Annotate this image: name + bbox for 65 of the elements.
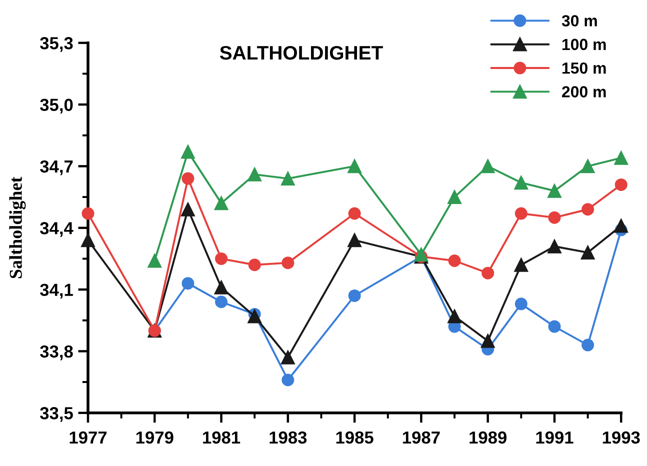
legend-label: 100 m <box>562 38 606 50</box>
x-tick-label: 1985 <box>336 431 374 444</box>
point <box>280 172 295 186</box>
point <box>582 338 594 352</box>
point <box>248 309 262 324</box>
point <box>514 298 528 310</box>
point <box>448 254 461 268</box>
point <box>82 207 94 220</box>
point <box>582 203 594 216</box>
chart-title: SALTHOLDIGHET <box>220 46 383 60</box>
point <box>514 207 528 220</box>
y-tick-label: 34,7 <box>40 160 73 176</box>
y-axis-title: Saltholdighet <box>9 176 26 278</box>
x-tick-label: 1981 <box>203 431 240 444</box>
x-tick-label: 1993 <box>602 431 640 444</box>
point <box>214 280 228 294</box>
x-tick-label: 1977 <box>70 431 107 444</box>
point <box>181 144 195 159</box>
point <box>215 296 228 308</box>
point <box>280 350 295 364</box>
y-tick-label: 34,1 <box>40 284 73 299</box>
point <box>580 246 595 260</box>
point <box>181 202 195 216</box>
point <box>548 239 562 254</box>
point <box>614 178 628 191</box>
point <box>480 159 495 174</box>
point <box>348 233 362 248</box>
point <box>81 233 95 248</box>
point <box>548 211 561 224</box>
y-tick-label: 34,4 <box>40 222 74 237</box>
x-tick-label: 1989 <box>470 431 507 444</box>
point <box>448 309 462 324</box>
point <box>614 218 628 233</box>
x-tick-label: 1987 <box>402 431 440 444</box>
point <box>614 151 628 165</box>
point <box>348 159 362 174</box>
point <box>548 184 562 198</box>
point <box>580 159 595 174</box>
point <box>514 176 528 190</box>
legend-label: 200 m <box>562 86 606 98</box>
point <box>148 254 162 268</box>
legend-label: 150 m <box>562 62 606 74</box>
point <box>248 258 261 272</box>
x-tick-label: 1991 <box>536 431 574 444</box>
point <box>448 190 462 204</box>
y-tick-label: 35,3 <box>40 37 73 52</box>
point <box>480 334 495 348</box>
point <box>282 374 294 386</box>
point <box>248 167 262 182</box>
y-tick-label: 33,8 <box>40 345 73 360</box>
x-tick-label: 1983 <box>270 431 307 444</box>
point <box>215 252 228 265</box>
point <box>214 196 228 210</box>
y-tick-label: 33,5 <box>40 407 73 422</box>
point <box>548 320 561 333</box>
point <box>282 256 294 270</box>
x-tick-label: 1979 <box>136 431 174 444</box>
legend-label: 30 m <box>562 15 597 26</box>
point <box>348 289 361 302</box>
point <box>182 277 194 290</box>
point <box>482 266 494 280</box>
point <box>182 172 194 185</box>
y-tick-label: 35,0 <box>40 98 73 114</box>
point <box>348 207 361 220</box>
point <box>514 258 528 272</box>
